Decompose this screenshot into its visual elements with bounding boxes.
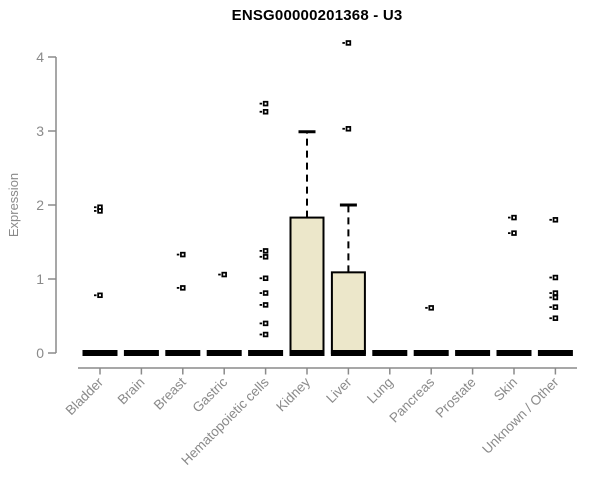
outlier-tick xyxy=(259,249,263,252)
outlier-tick xyxy=(259,277,263,280)
outlier-point-center xyxy=(554,218,557,221)
outlier-tick xyxy=(549,296,552,299)
x-category-label: Brain xyxy=(115,375,148,408)
outlier-point-center xyxy=(223,273,226,276)
boxplot-median-bar xyxy=(537,350,573,356)
boxplot-median-bar xyxy=(82,350,118,356)
boxplot-box xyxy=(289,216,325,354)
x-category-label: Lung xyxy=(364,375,396,407)
outlier-point-center xyxy=(264,322,267,325)
boxplot-median-bar xyxy=(330,350,366,356)
x-category-label: Skin xyxy=(491,375,520,404)
outlier-point-center xyxy=(99,294,101,297)
boxplot-median-bar xyxy=(413,350,449,356)
outlier-point-center xyxy=(430,306,433,309)
x-category-label: Liver xyxy=(323,374,355,406)
x-category-label: Kidney xyxy=(273,374,313,414)
outlier-tick xyxy=(549,218,552,221)
outlier-tick xyxy=(259,292,263,294)
outlier-point-center xyxy=(264,249,267,252)
outlier-tick xyxy=(259,110,263,113)
boxplot-median-bar xyxy=(372,350,408,356)
x-category-label: Unknown / Other xyxy=(479,374,562,457)
outlier-point-center xyxy=(554,276,557,279)
boxplot-median-bar xyxy=(496,350,532,356)
outlier-point-center xyxy=(347,41,350,44)
outlier-tick xyxy=(342,127,345,130)
y-tick-label: 3 xyxy=(36,123,44,139)
outlier-point-center xyxy=(554,292,557,295)
outlier-point-center xyxy=(99,206,101,209)
outlier-point-center xyxy=(347,127,350,130)
x-category-label: Pancreas xyxy=(386,374,437,425)
x-category-label: Breast xyxy=(151,374,189,412)
outlier-tick xyxy=(259,322,263,325)
boxplot-box xyxy=(330,271,366,354)
outlier-point-center xyxy=(513,232,515,235)
outlier-point-center xyxy=(554,306,557,309)
outlier-point-center xyxy=(264,102,267,105)
outlier-tick xyxy=(259,304,263,306)
outlier-tick xyxy=(94,206,97,209)
outlier-tick xyxy=(425,306,428,309)
boxplot-median-bar xyxy=(123,350,159,356)
outlier-tick xyxy=(549,317,552,320)
outlier-tick xyxy=(259,333,263,336)
outlier-tick xyxy=(218,273,221,276)
outlier-tick xyxy=(176,286,180,289)
boxplot-median-bar xyxy=(248,350,284,356)
outlier-tick xyxy=(342,42,345,44)
x-category-label: Bladder xyxy=(63,374,107,418)
outlier-tick xyxy=(94,210,97,212)
outlier-point-center xyxy=(181,253,184,256)
outlier-point-center xyxy=(181,286,184,289)
outlier-point-center xyxy=(264,292,267,295)
outlier-point-center xyxy=(264,333,267,336)
outlier-tick xyxy=(549,306,552,309)
x-category-label: Prostate xyxy=(433,375,479,421)
outlier-tick xyxy=(549,292,552,294)
outlier-point-center xyxy=(264,303,267,306)
x-category-label: Gastric xyxy=(189,374,230,415)
outlier-point-center xyxy=(99,209,101,212)
boxplot-median-bar xyxy=(206,350,242,356)
boxplot-median-bar xyxy=(455,350,491,356)
y-tick-label: 0 xyxy=(36,345,44,361)
y-tick-label: 2 xyxy=(36,197,44,213)
outlier-point-center xyxy=(554,296,557,299)
outlier-tick xyxy=(259,255,263,258)
outlier-tick xyxy=(259,102,263,105)
outlier-tick xyxy=(176,253,180,256)
y-tick-label: 4 xyxy=(36,49,44,65)
y-tick-label: 1 xyxy=(36,271,44,287)
outlier-tick xyxy=(549,276,552,279)
outlier-point-center xyxy=(264,255,267,258)
outlier-tick xyxy=(94,294,97,297)
boxplot-median-bar xyxy=(289,350,325,356)
outlier-point-center xyxy=(264,277,267,280)
chart-title: ENSG00000201368 - U3 xyxy=(231,7,403,24)
boxplot-median-bar xyxy=(165,350,201,356)
outlier-tick xyxy=(508,232,511,235)
outlier-tick xyxy=(508,216,511,219)
outlier-point-center xyxy=(264,110,267,113)
outlier-point-center xyxy=(554,317,557,320)
outlier-point-center xyxy=(513,216,515,219)
